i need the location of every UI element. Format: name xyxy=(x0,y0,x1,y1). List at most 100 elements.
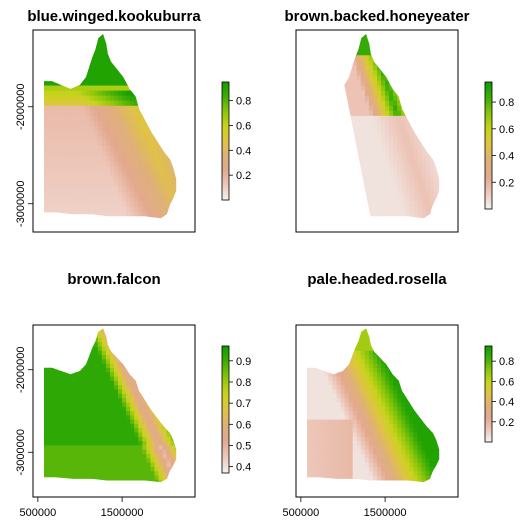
raster-cell xyxy=(150,40,156,46)
raster-cell xyxy=(122,70,127,77)
raster-cell xyxy=(433,75,439,82)
raster-cell xyxy=(179,420,184,425)
raster-cell xyxy=(37,471,42,476)
raster-cell xyxy=(348,156,354,162)
raster-cell xyxy=(166,449,172,455)
raster-cell xyxy=(44,105,46,112)
raster-cell xyxy=(53,151,58,157)
raster-cell xyxy=(134,406,139,412)
raster-cell xyxy=(97,466,103,472)
raster-cell xyxy=(130,484,135,489)
raster-cell xyxy=(118,350,123,356)
raster-cell xyxy=(69,337,75,343)
raster-cell xyxy=(381,65,386,71)
raster-cell xyxy=(316,60,321,66)
colorbar-swatch xyxy=(222,346,229,350)
raster-cell xyxy=(77,428,83,434)
raster-cell xyxy=(69,471,75,477)
raster-cell xyxy=(77,411,83,416)
raster-cell xyxy=(53,90,58,97)
raster-cell xyxy=(421,85,427,92)
raster-cell xyxy=(300,161,305,167)
raster-cell xyxy=(170,120,176,127)
raster-cell xyxy=(179,411,184,416)
raster-cell xyxy=(166,191,172,198)
raster-cell xyxy=(166,458,172,464)
raster-cell xyxy=(154,80,160,87)
raster-cell xyxy=(45,156,50,162)
raster-cell xyxy=(101,406,107,412)
raster-cell xyxy=(44,131,46,137)
raster-cell xyxy=(53,115,58,122)
raster-cell xyxy=(61,445,66,451)
raster-cell xyxy=(45,151,50,157)
colorbar-tick-label: 0.8 xyxy=(499,97,514,109)
raster-cell xyxy=(332,75,337,81)
raster-cell xyxy=(65,376,71,382)
raster-cell xyxy=(344,211,350,218)
raster-cell xyxy=(150,201,156,208)
raster-cell xyxy=(166,466,172,472)
raster-cell xyxy=(89,376,95,382)
raster-cell xyxy=(53,120,58,127)
raster-cell xyxy=(114,222,119,228)
raster-cell xyxy=(97,75,103,82)
raster-cell xyxy=(73,55,79,61)
raster-cell xyxy=(61,166,66,172)
raster-cell xyxy=(344,70,350,77)
raster-cell xyxy=(296,207,301,213)
raster-cell xyxy=(122,90,127,97)
raster-cell xyxy=(328,187,333,193)
raster-cell xyxy=(377,70,382,77)
raster-cell xyxy=(130,50,135,56)
raster-cell xyxy=(57,484,62,489)
raster-cell xyxy=(97,411,103,416)
raster-cell xyxy=(97,363,103,369)
raster-cell xyxy=(146,454,152,459)
raster-cell xyxy=(409,136,415,142)
raster-cell xyxy=(324,202,329,208)
raster-cell xyxy=(90,488,95,493)
raster-cell xyxy=(81,75,87,82)
raster-cell xyxy=(138,398,143,403)
raster-cell xyxy=(401,222,406,228)
raster-cell xyxy=(401,181,406,188)
raster-cell xyxy=(158,161,164,167)
raster-cell xyxy=(356,141,362,147)
raster-cell xyxy=(93,40,99,46)
raster-cell xyxy=(33,381,38,386)
raster-cell xyxy=(146,34,152,36)
raster-cell xyxy=(130,466,135,472)
raster-cell xyxy=(65,329,71,335)
raster-cell xyxy=(69,161,75,167)
raster-cell xyxy=(162,45,168,51)
raster-cell xyxy=(114,402,119,408)
raster-cell xyxy=(368,216,374,219)
raster-cell xyxy=(154,458,160,464)
raster-cell xyxy=(57,100,62,107)
raster-cell xyxy=(138,186,143,193)
raster-cell xyxy=(122,428,127,434)
raster-cell xyxy=(89,40,95,46)
raster-cell xyxy=(122,393,127,399)
raster-cell xyxy=(81,110,87,117)
raster-cell xyxy=(170,372,176,378)
raster-cell xyxy=(126,100,131,107)
raster-cell xyxy=(348,171,354,178)
raster-cell xyxy=(393,34,398,36)
colorbar-swatch xyxy=(222,390,229,395)
raster-cell xyxy=(312,126,317,132)
raster-cell xyxy=(122,479,127,483)
raster-cell xyxy=(109,333,115,339)
raster-cell xyxy=(85,454,91,459)
raster-cell xyxy=(93,115,99,122)
raster-cell xyxy=(421,60,427,66)
raster-cell xyxy=(37,415,42,420)
raster-cell xyxy=(69,479,75,483)
raster-cell xyxy=(332,45,337,51)
raster-cell xyxy=(89,120,95,127)
raster-cell xyxy=(89,176,95,183)
raster-cell xyxy=(450,222,455,228)
raster-cell xyxy=(118,176,123,183)
raster-cell xyxy=(89,337,95,343)
